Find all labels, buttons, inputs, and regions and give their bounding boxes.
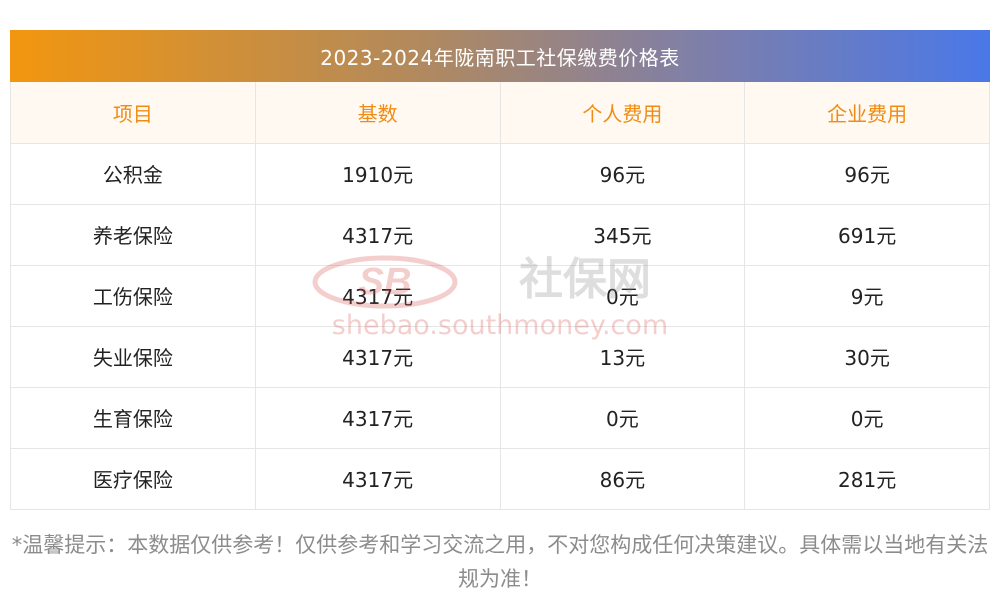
cell-personal: 0元 [500,387,746,449]
price-table-container: 2023-2024年陇南职工社保缴费价格表 项目 基数 个人费用 企业费用 公积… [10,30,990,510]
table-row: 公积金 1910元 96元 96元 [10,143,990,205]
column-header-item: 项目 [10,82,256,144]
table-title: 2023-2024年陇南职工社保缴费价格表 [10,30,990,82]
cell-base: 4317元 [255,265,501,327]
cell-base: 4317元 [255,204,501,266]
cell-personal: 13元 [500,326,746,388]
cell-enterprise: 9元 [744,265,990,327]
cell-item: 医疗保险 [10,448,256,510]
table-row: 养老保险 4317元 345元 691元 [10,204,990,266]
cell-item: 养老保险 [10,204,256,266]
table-row: 医疗保险 4317元 86元 281元 [10,448,990,510]
cell-base: 1910元 [255,143,501,205]
cell-enterprise: 30元 [744,326,990,388]
column-header-base: 基数 [255,82,501,144]
cell-item: 公积金 [10,143,256,205]
table-header-row: 项目 基数 个人费用 企业费用 [10,82,990,144]
cell-base: 4317元 [255,326,501,388]
table-row: 生育保险 4317元 0元 0元 [10,387,990,449]
cell-item: 工伤保险 [10,265,256,327]
cell-item: 生育保险 [10,387,256,449]
cell-enterprise: 281元 [744,448,990,510]
column-header-personal: 个人费用 [500,82,746,144]
cell-enterprise: 96元 [744,143,990,205]
cell-enterprise: 691元 [744,204,990,266]
disclaimer-note: *温馨提示：本数据仅供参考！仅供参考和学习交流之用，不对您构成任何决策建议。具体… [11,533,989,591]
cell-base: 4317元 [255,448,501,510]
cell-personal: 0元 [500,265,746,327]
cell-item: 失业保险 [10,326,256,388]
cell-personal: 345元 [500,204,746,266]
table-row: 工伤保险 4317元 0元 9元 [10,265,990,327]
cell-personal: 86元 [500,448,746,510]
cell-enterprise: 0元 [744,387,990,449]
table-row: 失业保险 4317元 13元 30元 [10,326,990,388]
column-header-enterprise: 企业费用 [744,82,990,144]
cell-personal: 96元 [500,143,746,205]
cell-base: 4317元 [255,387,501,449]
price-table: 项目 基数 个人费用 企业费用 公积金 1910元 96元 96元 养老保险 4… [10,82,990,510]
